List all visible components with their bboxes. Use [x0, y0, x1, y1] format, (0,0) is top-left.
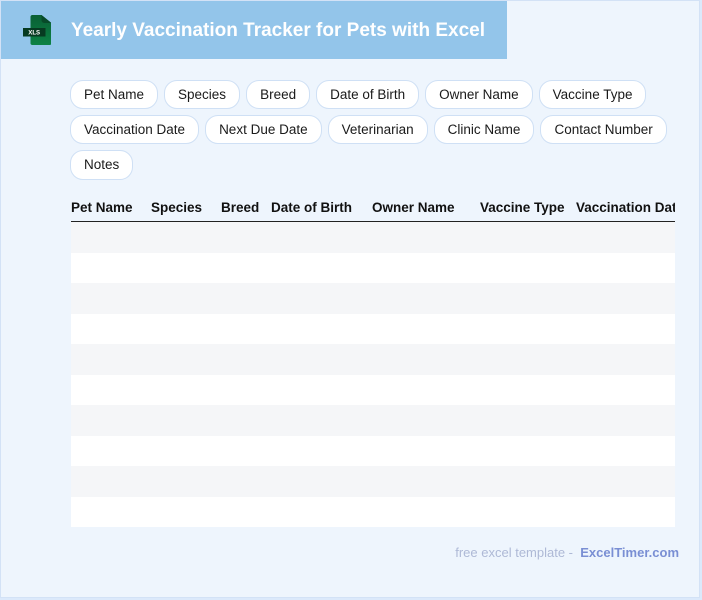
svg-text:XLS: XLS	[28, 30, 40, 37]
